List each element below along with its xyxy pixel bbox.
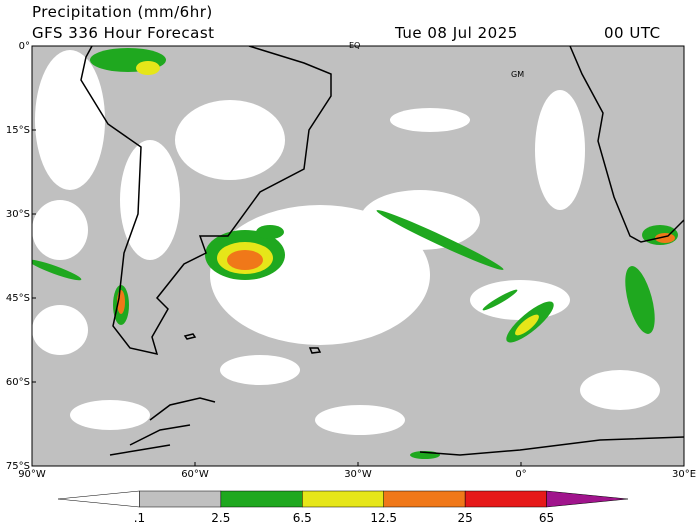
lat-label: 75°S (6, 461, 30, 472)
colorbar-label: 12.5 (370, 511, 397, 525)
colorbar-swatch (464, 490, 547, 508)
colorbar-label: .1 (134, 511, 145, 525)
time: 00 UTC (604, 24, 661, 42)
lat-label: 15°S (6, 125, 30, 136)
map (32, 46, 684, 466)
coastlines (80, 46, 684, 456)
colorbar-swatch (302, 490, 384, 508)
colorbar-label: 6.5 (293, 511, 312, 525)
lon-label: 30°W (344, 469, 372, 480)
colorbar-swatch (57, 490, 140, 508)
colorbar-swatch (383, 490, 466, 508)
lon-label: 30°E (672, 469, 696, 480)
dry-areas (32, 50, 660, 435)
lon-label: 0° (515, 469, 526, 480)
colorbar-swatch (546, 490, 629, 508)
lat-label: 30°S (6, 209, 30, 220)
lat-label: 60°S (6, 377, 30, 388)
colorbar-swatch (220, 490, 303, 508)
equator-label: EQ (349, 41, 360, 50)
lat-label: 45°S (6, 293, 30, 304)
meridian-label: GM (511, 70, 524, 79)
subtitle: GFS 336 Hour Forecast (32, 24, 215, 42)
date: Tue 08 Jul 2025 (394, 24, 518, 42)
lon-label: 90°W (18, 469, 46, 480)
colorbar-label: 2.5 (211, 511, 230, 525)
colorbar-label: 65 (539, 511, 554, 525)
lon-label: 60°W (181, 469, 209, 480)
lat-label: 0° (19, 41, 30, 52)
title: Precipitation (mm/6hr) (32, 3, 213, 21)
colorbar-swatch (139, 490, 222, 508)
colorbar-label: 25 (458, 511, 473, 525)
